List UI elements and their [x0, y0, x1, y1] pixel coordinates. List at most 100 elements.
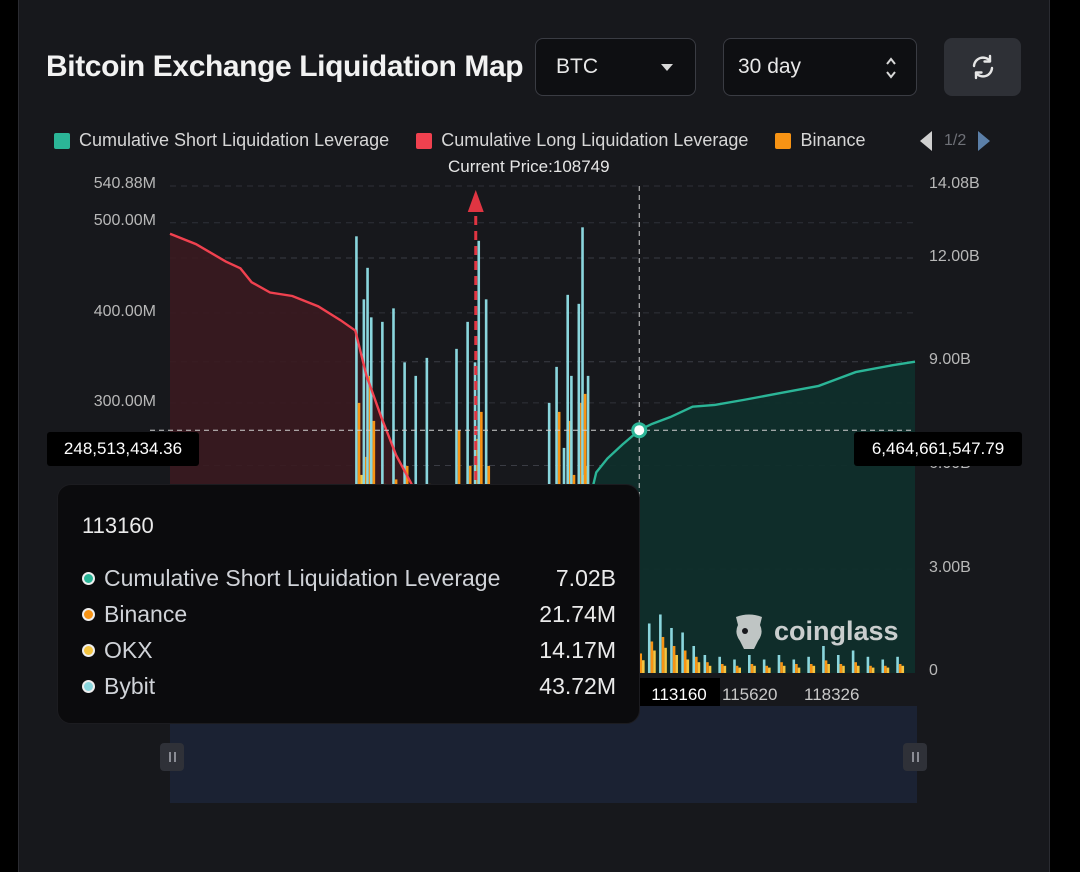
bar-binance — [672, 645, 676, 673]
refresh-button[interactable] — [944, 38, 1021, 96]
left-axis-tick: 300.00M — [93, 393, 156, 410]
tooltip-row-name: OKX — [104, 637, 153, 663]
tooltip-title: 113160 — [82, 513, 154, 538]
bar-binance — [898, 663, 902, 673]
bar-binance — [809, 663, 813, 673]
bar-bybit — [692, 645, 696, 673]
left-axis-tick: 400.00M — [93, 303, 156, 320]
legend-swatch-long — [416, 132, 433, 149]
legend-swatch-short — [54, 132, 70, 149]
bar-bybit — [822, 645, 825, 673]
bar-bybit — [647, 623, 651, 673]
bar-binance — [683, 650, 687, 673]
bar-okx — [782, 665, 786, 673]
bar-okx — [697, 662, 701, 673]
right-axis-tick: 3.00B — [929, 559, 971, 576]
bar-bybit — [896, 656, 899, 673]
bar-binance — [824, 660, 828, 673]
bar-bybit — [366, 267, 369, 673]
bar-okx — [797, 667, 801, 673]
tooltip-row-value: 43.72M — [539, 673, 616, 699]
tooltip-dot-short — [82, 572, 95, 585]
bar-bybit — [659, 614, 662, 673]
bar-okx — [664, 647, 667, 673]
tooltip-row: Cumulative Short Liquidation Leverage 7.… — [82, 565, 616, 592]
bar-bybit — [355, 236, 358, 674]
bar-okx — [842, 665, 845, 673]
x-axis-tick: 118326 — [804, 685, 860, 704]
short-cumulative-line — [587, 360, 916, 504]
bar-binance — [869, 665, 872, 673]
bar-bybit — [807, 656, 810, 673]
refresh-icon — [972, 54, 993, 80]
range-select[interactable]: 30 day — [723, 38, 917, 96]
bar-okx — [642, 660, 645, 673]
bar-okx — [827, 663, 830, 673]
bar-bybit — [851, 650, 855, 673]
left-axis-tick: 540.88M — [93, 175, 156, 192]
tooltip-row-name: Binance — [104, 601, 188, 627]
bar-binance — [854, 662, 857, 673]
bar-binance — [650, 641, 654, 673]
bar-okx — [675, 654, 678, 673]
bar-okx — [886, 667, 890, 673]
bar-okx — [856, 665, 860, 673]
crosshair-left-value: 248,513,434.36 — [47, 432, 199, 466]
legend-page-indicator: 1/2 — [944, 132, 967, 149]
bar-bybit — [762, 659, 766, 673]
right-axis-tick: 12.00B — [929, 248, 980, 265]
legend-label-short: Cumulative Short Liquidation Leverage — [79, 130, 390, 150]
bar-bybit — [866, 656, 870, 673]
caret-down-icon — [661, 64, 673, 71]
bar-bybit — [670, 627, 673, 673]
bar-binance — [706, 662, 709, 673]
bar-binance — [695, 656, 698, 673]
page-title: Bitcoin Exchange Liquidation Map — [46, 50, 524, 83]
coin-select-value: BTC — [556, 55, 598, 78]
bar-okx — [653, 650, 656, 673]
bar-bybit — [836, 654, 840, 673]
tooltip-row: Binance 21.74M — [82, 601, 616, 628]
prev-page-icon[interactable] — [918, 130, 934, 152]
bar-binance — [765, 665, 769, 673]
bar-okx — [812, 665, 816, 673]
bar-binance — [735, 665, 739, 673]
legend-item-long[interactable]: Cumulative Long Liquidation Leverage — [416, 130, 748, 151]
tooltip-row-value: 21.74M — [539, 601, 616, 627]
bar-binance — [750, 663, 754, 673]
crosshair-point — [631, 422, 648, 439]
coin-select[interactable]: BTC — [535, 38, 696, 96]
bar-bybit — [681, 632, 684, 673]
right-axis-tick: 9.00B — [929, 351, 971, 368]
current-price-arrow — [467, 190, 484, 212]
bar-bybit — [748, 654, 751, 673]
right-axis-tick: 14.08B — [929, 175, 980, 192]
bar-bybit — [733, 659, 736, 673]
legend-item-short[interactable]: Cumulative Short Liquidation Leverage — [54, 130, 389, 151]
coinglass-logo-icon — [736, 614, 762, 649]
bar-bybit — [581, 227, 584, 674]
bar-okx — [723, 665, 727, 673]
next-page-icon[interactable] — [976, 130, 992, 152]
chart-legend: Cumulative Short Liquidation Leverage Cu… — [54, 130, 904, 152]
slider-handle-left[interactable] — [160, 743, 184, 771]
bar-okx — [686, 659, 690, 673]
bar-okx — [738, 667, 741, 673]
legend-item-binance[interactable]: Binance — [775, 130, 866, 151]
bar-binance — [720, 663, 724, 673]
current-price-label: Current Price:108749 — [448, 157, 610, 176]
bar-binance — [780, 662, 783, 673]
x-axis-tick: 115620 — [722, 685, 778, 704]
slider-handle-right[interactable] — [903, 743, 927, 771]
bar-bybit — [881, 659, 885, 673]
bar-binance — [839, 663, 843, 673]
tooltip-dot-okx — [82, 644, 95, 657]
bar-binance — [795, 663, 798, 673]
bar-okx — [901, 665, 905, 673]
range-select-value: 30 day — [738, 55, 802, 78]
left-axis-tick: 500.00M — [93, 212, 156, 229]
bar-okx — [768, 667, 771, 673]
bar-bybit — [703, 654, 707, 673]
watermark-text: coinglass — [774, 615, 899, 646]
tooltip-row: OKX 14.17M — [82, 637, 616, 664]
